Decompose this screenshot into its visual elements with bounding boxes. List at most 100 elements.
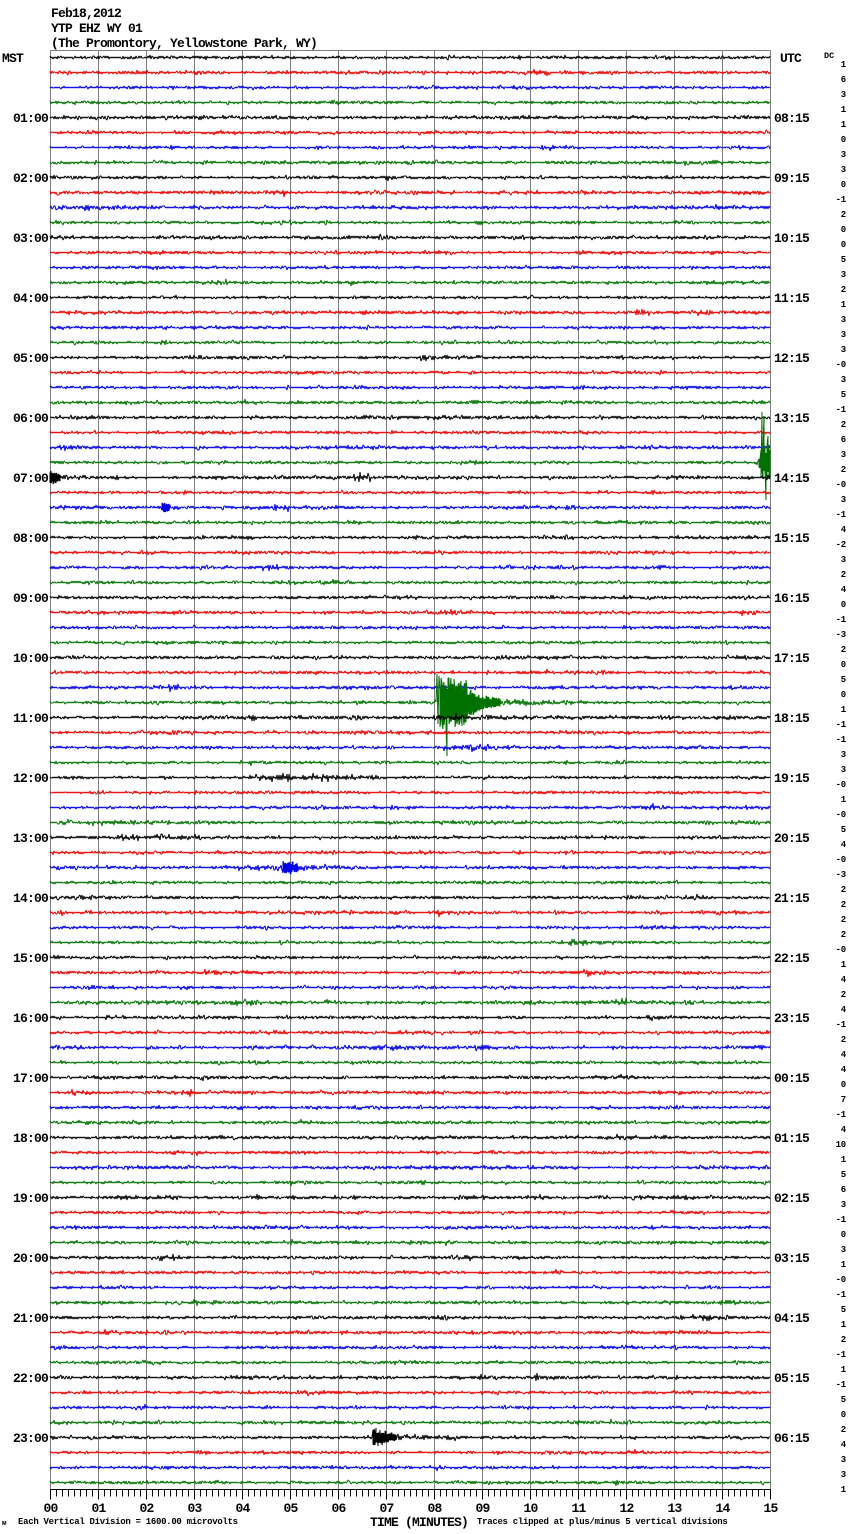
svg-text:10:15: 10:15 [774, 231, 810, 246]
svg-text:-0: -0 [836, 480, 846, 490]
svg-text:2: 2 [841, 1335, 846, 1345]
svg-text:07: 07 [379, 1501, 393, 1516]
svg-text:15:00: 15:00 [13, 951, 49, 966]
svg-text:-1: -1 [836, 195, 847, 205]
svg-text:03: 03 [187, 1501, 202, 1516]
svg-text:3: 3 [841, 555, 846, 565]
svg-text:02:15: 02:15 [774, 1191, 810, 1206]
svg-text:00:15: 00:15 [774, 1071, 810, 1086]
svg-text:MST: MST [2, 51, 24, 66]
svg-text:0: 0 [841, 1230, 846, 1240]
svg-text:15: 15 [763, 1501, 778, 1516]
svg-text:3: 3 [841, 330, 846, 340]
svg-text:-1: -1 [836, 1290, 847, 1300]
svg-text:23:15: 23:15 [774, 1011, 810, 1026]
svg-text:3: 3 [841, 1200, 846, 1210]
svg-text:04:15: 04:15 [774, 1311, 810, 1326]
svg-text:4: 4 [841, 975, 847, 985]
svg-text:1: 1 [841, 120, 847, 130]
svg-text:4: 4 [841, 1125, 847, 1135]
svg-text:Traces clipped at plus/minus 5: Traces clipped at plus/minus 5 vertical … [477, 1517, 727, 1527]
svg-text:08: 08 [427, 1501, 442, 1516]
svg-text:-0: -0 [836, 810, 846, 820]
svg-text:-0: -0 [836, 1275, 846, 1285]
svg-text:0: 0 [841, 690, 846, 700]
svg-text:4: 4 [841, 585, 847, 595]
svg-text:4: 4 [841, 1065, 847, 1075]
svg-text:-1: -1 [836, 1215, 847, 1225]
svg-text:04: 04 [235, 1501, 250, 1516]
svg-text:14:00: 14:00 [13, 891, 49, 906]
svg-text:3: 3 [841, 375, 846, 385]
svg-text:10: 10 [836, 1140, 846, 1150]
svg-text:22:15: 22:15 [774, 951, 810, 966]
svg-text:1: 1 [841, 795, 847, 805]
svg-text:2: 2 [841, 420, 846, 430]
svg-text:18:15: 18:15 [774, 711, 810, 726]
svg-text:12:00: 12:00 [13, 771, 49, 786]
svg-text:5: 5 [841, 255, 846, 265]
svg-text:-1: -1 [836, 1020, 847, 1030]
svg-text:07:00: 07:00 [13, 471, 49, 486]
svg-text:3: 3 [841, 150, 846, 160]
svg-text:05: 05 [283, 1501, 298, 1516]
svg-text:4: 4 [841, 1440, 847, 1450]
svg-text:0: 0 [841, 240, 846, 250]
svg-text:-1: -1 [836, 735, 847, 745]
svg-text:2: 2 [841, 915, 846, 925]
svg-text:-1: -1 [836, 510, 847, 520]
svg-text:5: 5 [841, 675, 846, 685]
svg-text:1: 1 [841, 1260, 847, 1270]
svg-text:22:00: 22:00 [13, 1371, 49, 1386]
svg-text:3: 3 [841, 315, 846, 325]
svg-text:0: 0 [841, 180, 846, 190]
svg-text:2: 2 [841, 285, 846, 295]
svg-text:14:15: 14:15 [774, 471, 810, 486]
svg-text:12: 12 [619, 1501, 634, 1516]
svg-text:09:00: 09:00 [13, 591, 49, 606]
svg-text:08:00: 08:00 [13, 531, 49, 546]
svg-text:03:15: 03:15 [774, 1251, 810, 1266]
svg-text:18:00: 18:00 [13, 1131, 49, 1146]
svg-text:06: 06 [331, 1501, 346, 1516]
svg-text:Feb18,2012: Feb18,2012 [51, 6, 122, 21]
svg-text:19:15: 19:15 [774, 771, 810, 786]
svg-text:-1: -1 [836, 615, 847, 625]
svg-text:3: 3 [841, 270, 846, 280]
svg-text:13: 13 [667, 1501, 682, 1516]
svg-text:-0: -0 [836, 945, 846, 955]
svg-text:20:15: 20:15 [774, 831, 810, 846]
svg-text:2: 2 [841, 885, 846, 895]
svg-text:17:00: 17:00 [13, 1071, 49, 1086]
svg-text:0: 0 [841, 660, 846, 670]
svg-text:3: 3 [841, 1245, 846, 1255]
svg-text:6: 6 [841, 435, 846, 445]
svg-text:01:15: 01:15 [774, 1131, 810, 1146]
svg-text:3: 3 [841, 1455, 846, 1465]
svg-text:01:00: 01:00 [13, 111, 49, 126]
svg-text:21:00: 21:00 [13, 1311, 49, 1326]
svg-text:-0: -0 [836, 855, 846, 865]
svg-text:23:00: 23:00 [13, 1431, 49, 1446]
svg-text:0: 0 [841, 135, 846, 145]
svg-text:3: 3 [841, 750, 846, 760]
svg-text:00: 00 [43, 1501, 58, 1516]
svg-text:м: м [2, 1520, 7, 1528]
svg-text:6: 6 [841, 1185, 846, 1195]
svg-text:6: 6 [841, 75, 846, 85]
svg-text:7: 7 [841, 1095, 846, 1105]
svg-text:5: 5 [841, 390, 846, 400]
svg-text:-1: -1 [836, 1380, 847, 1390]
svg-text:10:00: 10:00 [13, 651, 49, 666]
svg-text:2: 2 [841, 570, 846, 580]
svg-text:4: 4 [841, 840, 847, 850]
svg-text:0: 0 [841, 600, 846, 610]
svg-text:11:15: 11:15 [774, 291, 810, 306]
svg-text:1: 1 [841, 300, 847, 310]
svg-text:16:15: 16:15 [774, 591, 810, 606]
svg-text:01: 01 [91, 1501, 106, 1516]
svg-text:1: 1 [841, 105, 847, 115]
svg-text:05:15: 05:15 [774, 1371, 810, 1386]
svg-text:03:00: 03:00 [13, 231, 49, 246]
svg-text:-1: -1 [836, 720, 847, 730]
